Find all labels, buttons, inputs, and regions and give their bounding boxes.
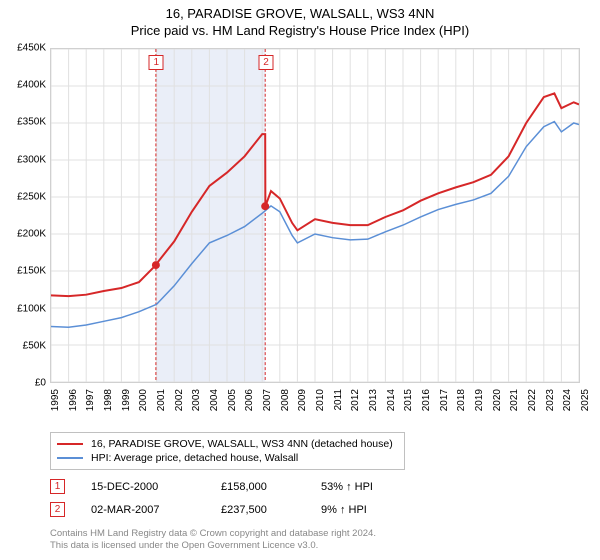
x-tick-label: 2001 [156, 389, 167, 411]
x-tick-label: 1999 [121, 389, 132, 411]
legend-swatch [57, 457, 83, 459]
x-tick-label: 2025 [580, 389, 591, 411]
y-tick-label: £350K [17, 117, 46, 128]
x-tick-label: 2023 [545, 389, 556, 411]
attribution: Contains HM Land Registry data © Crown c… [50, 528, 580, 553]
sales-row-price: £158,000 [221, 481, 321, 493]
title-address: 16, PARADISE GROVE, WALSALL, WS3 4NN [0, 6, 600, 21]
x-tick-label: 2019 [474, 389, 485, 411]
x-tick-label: 2016 [421, 389, 432, 411]
x-tick-label: 1998 [103, 389, 114, 411]
x-tick-label: 2021 [509, 389, 520, 411]
chart-container: 16, PARADISE GROVE, WALSALL, WS3 4NN Pri… [0, 0, 600, 560]
x-tick-label: 2014 [386, 389, 397, 411]
x-tick-label: 2022 [527, 389, 538, 411]
y-tick-label: £50K [23, 340, 46, 351]
shaded-band [156, 49, 265, 382]
x-tick-label: 1996 [68, 389, 79, 411]
y-tick-label: £400K [17, 80, 46, 91]
x-tick-label: 2013 [368, 389, 379, 411]
sales-row: 1 15-DEC-2000£158,00053% ↑ HPI [50, 475, 580, 498]
legend-item: 16, PARADISE GROVE, WALSALL, WS3 4NN (de… [57, 437, 398, 451]
x-tick-label: 2010 [315, 389, 326, 411]
sales-row-date: 02-MAR-2007 [91, 504, 221, 516]
attribution-line1: Contains HM Land Registry data © Crown c… [50, 528, 580, 540]
sale-marker-badge: 2 [259, 55, 274, 70]
x-tick-label: 2024 [562, 389, 573, 411]
x-tick-label: 2006 [244, 389, 255, 411]
x-tick-label: 2020 [492, 389, 503, 411]
x-tick-label: 1995 [50, 389, 61, 411]
sales-row: 2 02-MAR-2007£237,5009% ↑ HPI [50, 498, 580, 521]
chart-svg [51, 49, 579, 382]
sales-row-badge: 1 [50, 479, 65, 494]
y-tick-label: £450K [17, 43, 46, 54]
x-tick-label: 2008 [280, 389, 291, 411]
sales-row-price: £237,500 [221, 504, 321, 516]
x-tick-label: 2007 [262, 389, 273, 411]
sales-row-date: 15-DEC-2000 [91, 481, 221, 493]
x-tick-label: 2015 [403, 389, 414, 411]
x-axis: 1995 1996 1997 1998 1999 2000 2001 2002 2003 2004… [50, 385, 580, 433]
x-tick-label: 2009 [297, 389, 308, 411]
title-subtitle: Price paid vs. HM Land Registry's House … [0, 23, 600, 38]
y-tick-label: £150K [17, 266, 46, 277]
x-tick-label: 2018 [456, 389, 467, 411]
y-tick-label: £200K [17, 229, 46, 240]
sales-row-hpi: 53% ↑ HPI [321, 481, 421, 493]
y-tick-label: £300K [17, 154, 46, 165]
sale-marker-badge: 1 [149, 55, 164, 70]
x-tick-label: 2017 [439, 389, 450, 411]
chart-plot-area: 12 [50, 48, 580, 383]
y-axis: £0£50K£100K£150K£200K£250K£300K£350K£400… [0, 48, 50, 383]
y-tick-label: £250K [17, 191, 46, 202]
legend-label: HPI: Average price, detached house, Wals… [91, 452, 298, 464]
x-tick-label: 2011 [333, 389, 344, 411]
sales-row-hpi: 9% ↑ HPI [321, 504, 421, 516]
x-tick-label: 1997 [85, 389, 96, 411]
x-tick-label: 2012 [350, 389, 361, 411]
y-tick-label: £0 [35, 378, 46, 389]
sale-marker-dot [152, 261, 160, 269]
sales-row-badge: 2 [50, 502, 65, 517]
y-tick-label: £100K [17, 303, 46, 314]
x-tick-label: 2003 [191, 389, 202, 411]
x-tick-label: 2005 [227, 389, 238, 411]
x-tick-label: 2000 [138, 389, 149, 411]
title-block: 16, PARADISE GROVE, WALSALL, WS3 4NN Pri… [0, 0, 600, 38]
legend-item: HPI: Average price, detached house, Wals… [57, 451, 398, 465]
attribution-line2: This data is licensed under the Open Gov… [50, 540, 580, 552]
x-tick-label: 2002 [174, 389, 185, 411]
legend-label: 16, PARADISE GROVE, WALSALL, WS3 4NN (de… [91, 438, 393, 450]
x-tick-label: 2004 [209, 389, 220, 411]
legend-swatch [57, 443, 83, 445]
legend: 16, PARADISE GROVE, WALSALL, WS3 4NN (de… [50, 432, 405, 470]
sale-marker-dot [261, 202, 269, 210]
sales-table: 1 15-DEC-2000£158,00053% ↑ HPI 2 02-MAR-200… [50, 475, 580, 521]
